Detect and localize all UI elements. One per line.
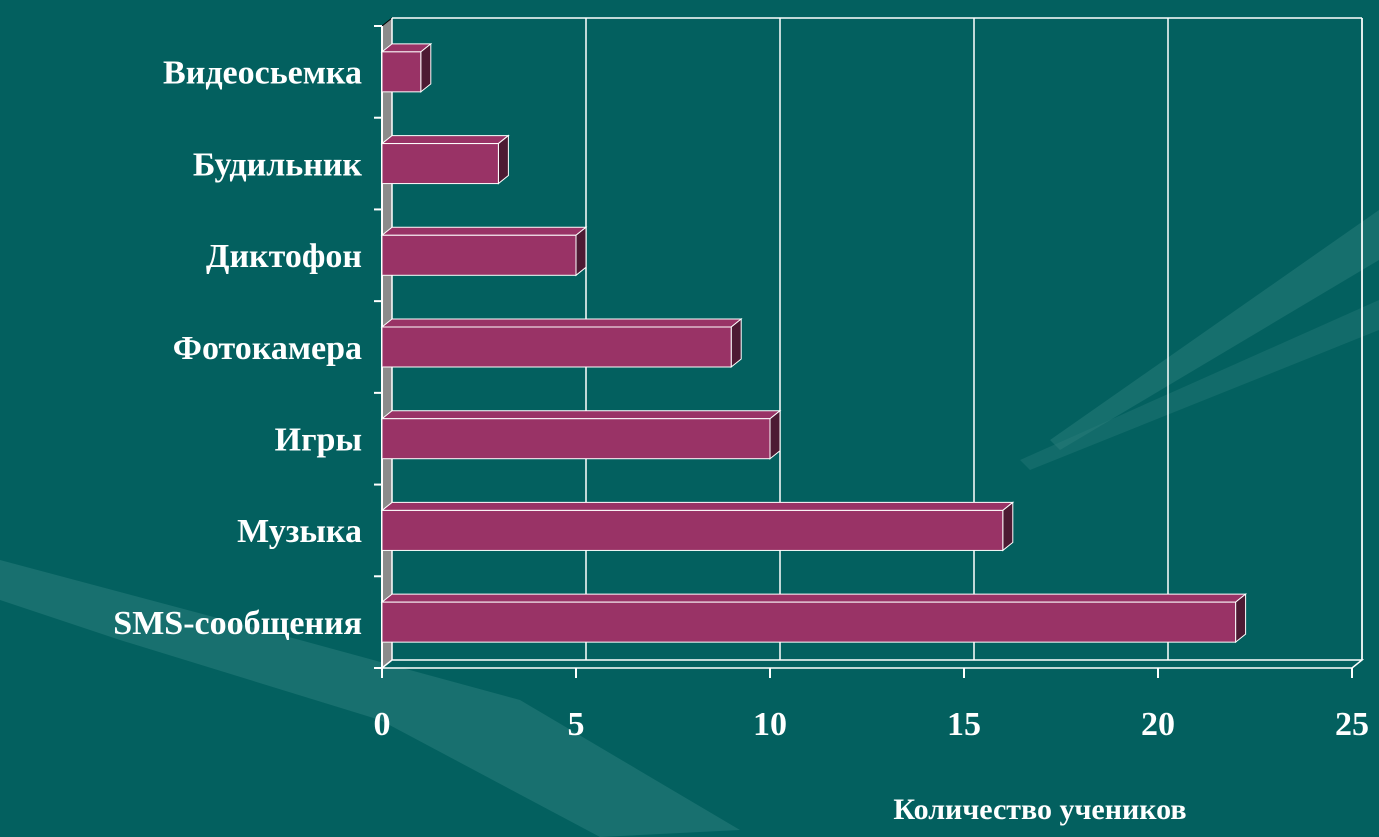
bar-side [420,42,432,93]
x-axis-label: Количество учеников [893,793,1186,826]
bar [381,51,422,93]
y-tick-label: Диктофон [206,238,362,275]
y-tick-label: Будильник [193,146,363,183]
decoration [0,560,740,837]
bar [381,234,577,276]
bar-side [575,226,587,277]
y-tick-label: Видеосьемка [163,55,362,92]
y-tick-label: Фотокамера [173,330,362,367]
x-tick-label: 20 [1141,706,1175,743]
bar-top [380,501,1015,511]
y-tick-label: SMS-сообщения [113,605,362,642]
bar-side [769,409,781,460]
x-tick-label: 15 [947,706,981,743]
decoration [1020,300,1379,470]
bar [381,509,1004,551]
bar [381,418,771,460]
x-tick-label: 10 [753,706,787,743]
bar-top [380,593,1248,603]
bar-top [380,226,588,236]
bar [381,601,1237,643]
x-tick-label: 25 [1335,706,1369,743]
x-tick-label: 5 [568,706,585,743]
bar-top [380,135,510,145]
y-tick-label: Музыка [237,513,362,550]
bar-side [497,134,509,185]
x-tick-label: 0 [374,706,391,743]
bar [381,143,499,185]
bar-side [730,317,742,369]
bar-side [1002,501,1014,552]
bar-side [1235,593,1247,644]
decoration [1050,210,1379,450]
y-tick-label: Игры [275,422,362,459]
bar [381,326,732,368]
bar-top [380,410,782,420]
floor [379,659,1365,669]
bar-top [380,318,743,328]
